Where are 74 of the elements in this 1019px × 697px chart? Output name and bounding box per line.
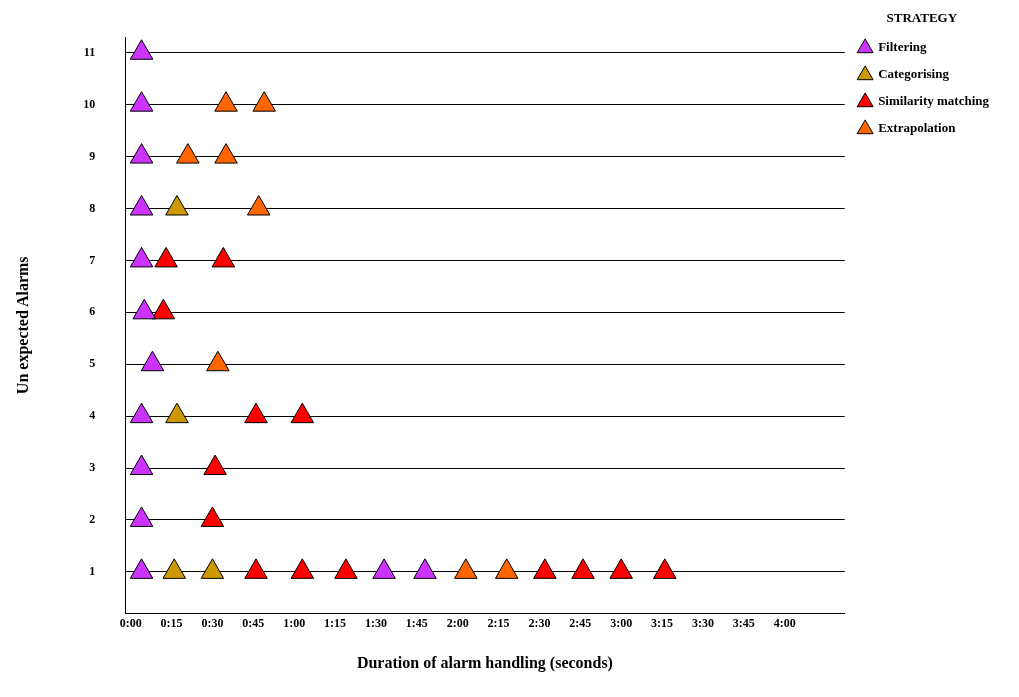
point [334, 558, 358, 579]
point [151, 298, 176, 320]
point [413, 558, 437, 579]
point [206, 350, 230, 372]
x-axis-title: Duration of alarm handling (seconds) [356, 653, 613, 672]
point [244, 558, 268, 579]
x-tick-label: 3:00 [610, 615, 633, 630]
y-tick-label: 11 [83, 44, 96, 59]
legend-title: STRATEGY [886, 9, 958, 25]
x-tick-label: 3:30 [691, 615, 714, 630]
x-tick-label: 3:45 [732, 615, 755, 630]
point [609, 558, 633, 579]
legend-label: Filtering [878, 39, 928, 55]
point [200, 558, 225, 579]
y-tick-label: 8 [89, 200, 96, 215]
y-axis-title: Un expected Alarms [13, 256, 32, 395]
x-tick-label: 1:30 [364, 615, 387, 630]
point [454, 558, 478, 579]
y-tick-label: 5 [89, 356, 96, 371]
point [246, 195, 271, 216]
x-tick-label: 0:15 [160, 615, 183, 630]
point [129, 195, 154, 216]
point [533, 558, 557, 579]
y-tick-label: 2 [89, 512, 96, 527]
point [203, 454, 227, 476]
point [214, 143, 238, 164]
point [165, 195, 189, 216]
point [129, 246, 154, 268]
x-tick-label: 0:00 [119, 615, 142, 630]
point [129, 39, 154, 60]
point [214, 91, 238, 112]
legend-label: Similarity matching [878, 93, 990, 109]
point [154, 246, 178, 268]
x-tick-label: 1:00 [283, 615, 306, 630]
point [290, 558, 315, 579]
y-tick-label: 4 [89, 408, 96, 423]
x-tick-label: 1:45 [405, 615, 428, 630]
point [571, 558, 595, 579]
x-tick-label: 2:00 [446, 615, 469, 630]
point [252, 91, 276, 112]
point [176, 143, 200, 164]
y-tick-label: 7 [89, 252, 96, 267]
point [165, 402, 189, 424]
x-tick-label: 3:15 [651, 615, 674, 630]
x-tick-label: 2:45 [569, 615, 592, 630]
y-tick-label: 3 [89, 460, 96, 475]
point [244, 402, 268, 424]
y-tick-label: 9 [89, 148, 96, 163]
y-tick-label: 6 [89, 304, 96, 319]
x-tick-label: 2:30 [528, 615, 551, 630]
point [129, 402, 154, 424]
x-tick-label: 0:45 [242, 615, 265, 630]
x-tick-label: 0:30 [201, 615, 224, 630]
point [290, 402, 315, 424]
point [494, 558, 519, 579]
x-tick-label: 4:00 [773, 615, 796, 630]
point [129, 506, 154, 527]
point [140, 350, 165, 372]
point [129, 143, 154, 164]
x-tick-label: 2:15 [487, 615, 510, 630]
point [372, 558, 396, 579]
point [129, 91, 154, 112]
y-tick-label: 1 [89, 563, 96, 578]
legend-label: Extrapolation [878, 120, 957, 136]
point [653, 558, 677, 579]
legend-label: Categorising [878, 66, 950, 82]
point [129, 454, 154, 476]
x-tick-label: 1:15 [324, 615, 347, 630]
point [200, 506, 225, 527]
point [162, 558, 187, 579]
point [211, 246, 236, 268]
point [132, 298, 157, 320]
y-tick-label: 10 [83, 96, 96, 111]
point [129, 558, 154, 579]
